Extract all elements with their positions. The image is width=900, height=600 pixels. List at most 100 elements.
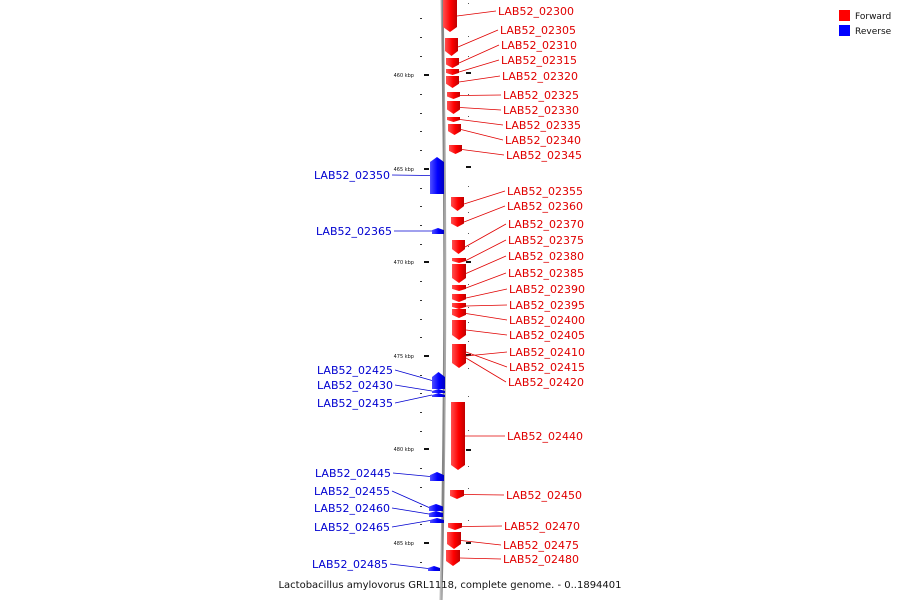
reverse-gene-label[interactable]: LAB52_02435 (317, 397, 393, 410)
reverse-gene-label[interactable]: LAB52_02425 (317, 364, 393, 377)
forward-gene-label[interactable]: LAB52_02310 (501, 39, 577, 52)
forward-gene[interactable] (447, 117, 460, 122)
forward-gene[interactable] (452, 285, 466, 291)
reverse-gene-label[interactable]: LAB52_02350 (314, 169, 390, 182)
forward-gene-label[interactable]: LAB52_02480 (503, 553, 579, 566)
forward-gene-label[interactable]: LAB52_02440 (507, 430, 583, 443)
forward-gene[interactable] (452, 320, 466, 340)
forward-gene-label[interactable]: LAB52_02410 (509, 346, 585, 359)
forward-gene-label[interactable]: LAB52_02315 (501, 54, 577, 67)
forward-gene-label[interactable]: LAB52_02360 (507, 200, 583, 213)
reverse-gene[interactable] (429, 504, 443, 511)
forward-gene-label[interactable]: LAB52_02470 (504, 520, 580, 533)
reverse-gene-label[interactable]: LAB52_02460 (314, 502, 390, 515)
forward-gene[interactable] (452, 344, 466, 368)
reverse-gene[interactable] (428, 566, 440, 571)
major-tick-right (466, 72, 471, 74)
reverse-gene[interactable] (432, 393, 445, 397)
forward-leader-line (458, 75, 501, 83)
reverse-gene-label[interactable]: LAB52_02455 (314, 485, 390, 498)
forward-gene[interactable] (443, 0, 457, 32)
label-leaders (389, 10, 508, 569)
forward-gene-label[interactable]: LAB52_02345 (506, 149, 582, 162)
forward-gene-label[interactable]: LAB52_02475 (503, 539, 579, 552)
reverse-gene-label[interactable]: LAB52_02365 (316, 225, 392, 238)
forward-gene[interactable] (449, 145, 462, 154)
forward-gene-label[interactable]: LAB52_02420 (508, 376, 584, 389)
forward-leader-line (464, 223, 507, 248)
forward-gene-label[interactable]: LAB52_02395 (509, 299, 585, 312)
forward-gene-label[interactable]: LAB52_02415 (509, 361, 585, 374)
forward-gene[interactable] (452, 258, 466, 263)
forward-gene[interactable] (448, 523, 462, 530)
forward-gene-label[interactable]: LAB52_02335 (505, 119, 581, 132)
forward-gene[interactable] (447, 101, 460, 114)
forward-gene[interactable] (446, 550, 460, 566)
forward-leader-line (463, 494, 505, 496)
forward-gene[interactable] (446, 58, 459, 68)
forward-gene[interactable] (450, 490, 464, 499)
forward-gene-label[interactable]: LAB52_02380 (508, 250, 584, 263)
minor-tick-right (468, 466, 469, 467)
forward-gene[interactable] (452, 240, 465, 254)
forward-gene[interactable] (451, 197, 464, 211)
major-tick (424, 261, 429, 263)
minor-tick-right (468, 368, 469, 369)
reverse-gene-label[interactable]: LAB52_02430 (317, 379, 393, 392)
reverse-gene[interactable] (430, 157, 444, 194)
forward-gene-label[interactable]: LAB52_02330 (503, 104, 579, 117)
legend-reverse-swatch (839, 25, 850, 36)
forward-leader-line (461, 149, 505, 156)
reverse-gene[interactable] (432, 372, 445, 389)
reverse-gene-label[interactable]: LAB52_02485 (312, 558, 388, 571)
forward-gene[interactable] (445, 38, 458, 56)
forward-gene-label[interactable]: LAB52_02320 (502, 70, 578, 83)
forward-gene[interactable] (446, 76, 459, 88)
forward-gene-label[interactable]: LAB52_02340 (505, 134, 581, 147)
forward-leader-line (457, 29, 499, 48)
legend: Forward Reverse (839, 10, 892, 37)
reverse-gene[interactable] (432, 389, 445, 393)
forward-gene[interactable] (452, 264, 466, 283)
legend-reverse-label: Reverse (855, 27, 892, 37)
major-tick-right (466, 542, 471, 544)
forward-gene-label[interactable]: LAB52_02300 (498, 5, 574, 18)
forward-leader-line (458, 59, 500, 73)
forward-gene[interactable] (452, 309, 466, 318)
reverse-gene-label[interactable]: LAB52_02465 (314, 521, 390, 534)
forward-gene-label[interactable]: LAB52_02450 (506, 489, 582, 502)
reverse-gene[interactable] (430, 472, 444, 481)
minor-tick (420, 225, 422, 226)
reverse-gene[interactable] (429, 511, 443, 517)
legend-forward-swatch (839, 10, 850, 21)
forward-gene[interactable] (446, 69, 459, 75)
forward-gene[interactable] (448, 124, 461, 135)
forward-gene[interactable] (452, 294, 466, 302)
forward-gene-label[interactable]: LAB52_02375 (508, 234, 584, 247)
forward-gene[interactable] (447, 92, 460, 99)
reverse-gene-label[interactable]: LAB52_02445 (315, 467, 391, 480)
reverse-gene[interactable] (432, 228, 444, 234)
minor-tick-right (468, 3, 469, 4)
forward-gene-label[interactable]: LAB52_02325 (503, 89, 579, 102)
forward-leader-line (458, 44, 500, 64)
major-tick (424, 168, 429, 170)
forward-gene-label[interactable]: LAB52_02400 (509, 314, 585, 327)
reverse-gene[interactable] (430, 518, 444, 523)
forward-leader-line (460, 129, 504, 141)
forward-gene-label[interactable]: LAB52_02355 (507, 185, 583, 198)
forward-gene-label[interactable]: LAB52_02385 (508, 267, 584, 280)
minor-tick-right (468, 212, 469, 213)
minor-tick (420, 393, 422, 394)
forward-gene-label[interactable]: LAB52_02305 (500, 24, 576, 37)
forward-leader-line (459, 557, 502, 560)
forward-gene[interactable] (452, 303, 466, 309)
forward-gene-label[interactable]: LAB52_02405 (509, 329, 585, 342)
forward-leader-line (465, 239, 507, 261)
forward-gene[interactable] (451, 217, 464, 227)
forward-gene[interactable] (451, 402, 465, 470)
forward-gene-label[interactable]: LAB52_02390 (509, 283, 585, 296)
forward-gene[interactable] (447, 532, 461, 549)
forward-leader-line (465, 288, 508, 299)
forward-gene-label[interactable]: LAB52_02370 (508, 218, 584, 231)
